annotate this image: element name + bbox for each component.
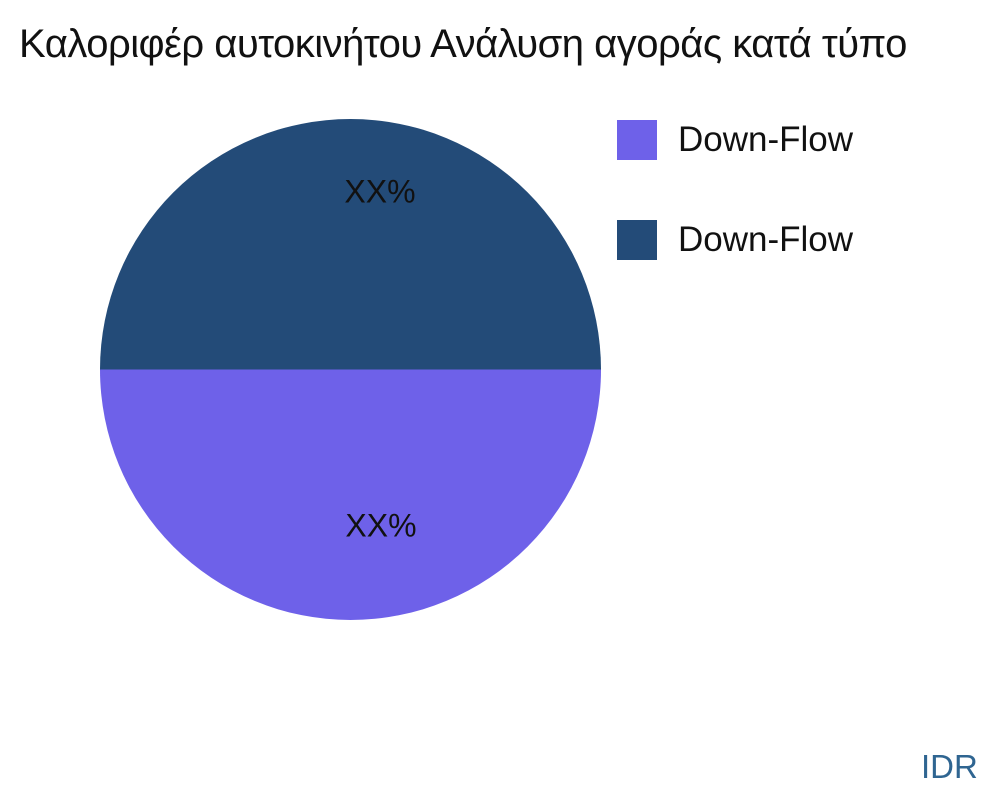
chart-title: Καλοριφέρ αυτοκινήτου Ανάλυση αγοράς κατ…	[19, 22, 907, 66]
legend-label-down-flow-1: Down-Flow	[678, 120, 854, 159]
pie-chart[interactable]: XX% XX%	[100, 119, 601, 620]
pie-slice-label-top: XX%	[344, 173, 416, 210]
legend: Down-Flow Down-Flow	[617, 120, 853, 320]
watermark-idr: IDR	[921, 748, 978, 785]
legend-label-down-flow-2: Down-Flow	[678, 220, 854, 259]
legend-swatch-purple	[617, 120, 657, 160]
pie-slice-label-bottom: XX%	[345, 507, 417, 544]
legend-item-down-flow-1[interactable]: Down-Flow	[617, 120, 853, 160]
legend-item-down-flow-2[interactable]: Down-Flow	[617, 220, 853, 260]
legend-swatch-navy	[617, 220, 657, 260]
